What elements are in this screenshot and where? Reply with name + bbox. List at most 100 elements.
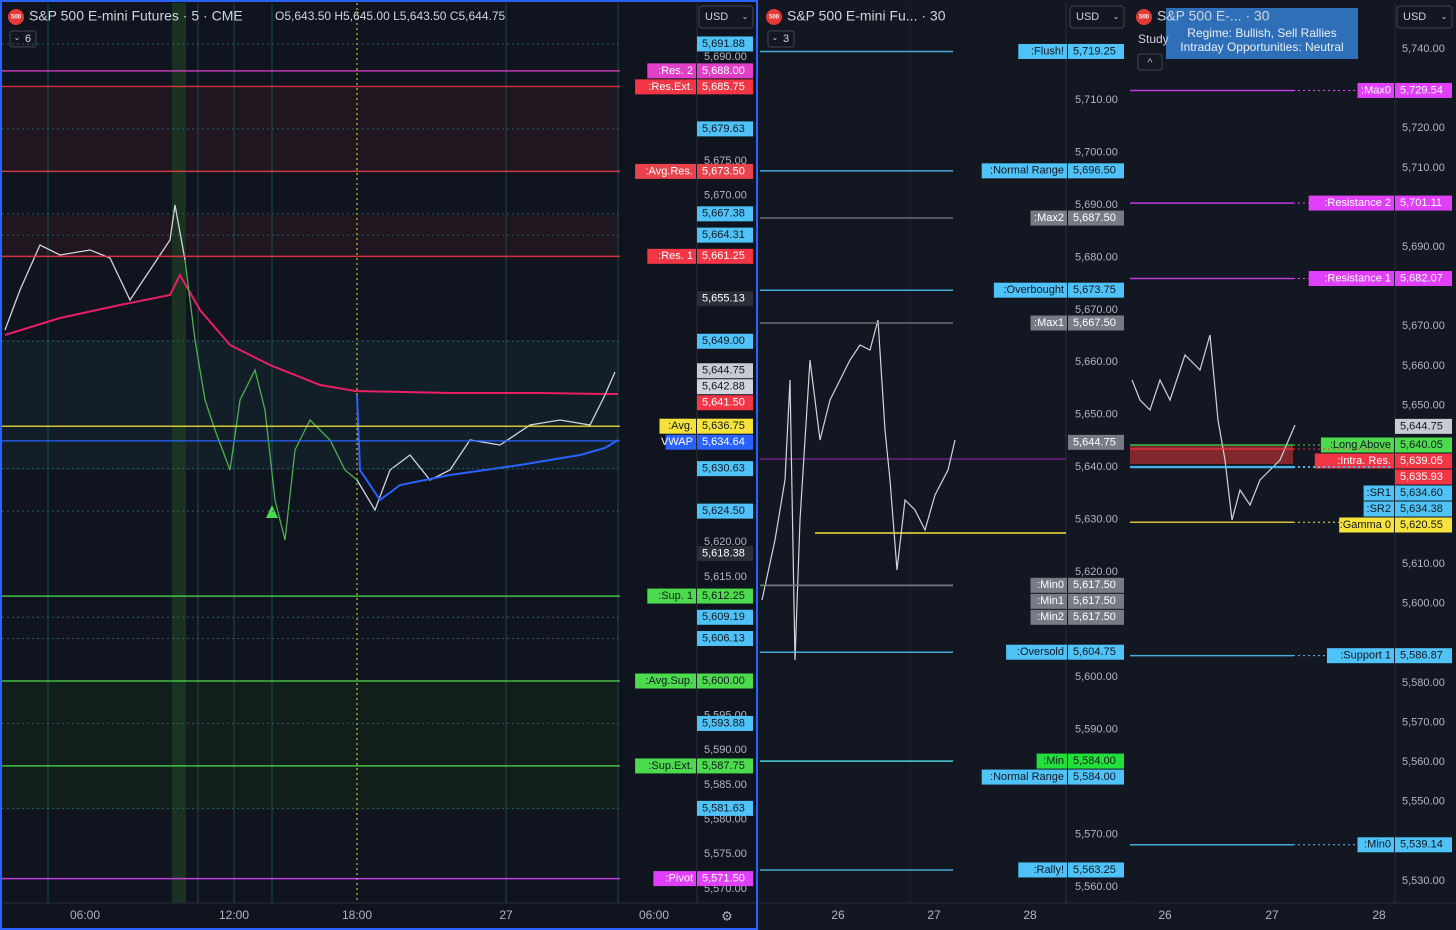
chevron-icon[interactable]: ^ — [1147, 57, 1153, 69]
price-label-box — [697, 673, 753, 689]
price-tick-label: 5,670.00 — [1402, 320, 1445, 332]
panel-frame — [759, 1, 1127, 929]
price-label-box — [697, 630, 753, 646]
symbol-badge-text: 500 — [11, 15, 22, 21]
price-tick-label: 5,710.00 — [1075, 94, 1118, 106]
collapse-button[interactable] — [1137, 53, 1163, 71]
settings-icon[interactable]: ⚙ — [721, 908, 733, 923]
level-tag: :Overbought — [1003, 284, 1064, 296]
level-tag: :Sup.Ext. — [648, 760, 693, 772]
ohlc: O5,643.50 H5,645.00 L5,643.50 C5,644.75 — [275, 9, 506, 23]
price-label: 5,617.50 — [1073, 595, 1116, 607]
price-tick-label: 5,620.00 — [1075, 566, 1118, 578]
zone — [2, 340, 618, 470]
price-label-box — [697, 715, 753, 731]
level-tag: :Resistance 2 — [1324, 197, 1391, 209]
level-tag-box — [993, 282, 1067, 298]
currency[interactable]: USD — [1403, 11, 1426, 23]
price-tick-label: 5,670.00 — [1075, 304, 1118, 316]
price-tick-label: 5,600.00 — [1075, 671, 1118, 683]
price-label-box — [1395, 453, 1452, 469]
price-tick-label: 5,630.00 — [1075, 514, 1118, 526]
level-tag: :Avg.Res. — [646, 165, 694, 177]
zone — [2, 88, 618, 172]
price-label: 5,661.25 — [702, 250, 745, 262]
price-tick-label: 5,620.00 — [704, 536, 747, 548]
price-label: 5,634.64 — [702, 436, 745, 448]
level-tag-box — [981, 769, 1067, 785]
price-label: 5,584.00 — [1073, 755, 1116, 767]
price-label: 5,636.75 — [702, 420, 745, 432]
price-tick-label: 5,560.00 — [1402, 756, 1445, 768]
price-label-box — [697, 363, 753, 379]
session-band — [172, 3, 186, 903]
level-tag: :Res.Ext. — [648, 81, 693, 93]
level-tag: :Sup. 1 — [658, 590, 693, 602]
price-label-box — [1068, 43, 1124, 59]
price-label-box — [697, 546, 753, 562]
level-tag: :Res. 2 — [658, 65, 693, 77]
price-label-box — [697, 163, 753, 179]
level-tag: :Min0 — [1037, 579, 1064, 591]
tooltip-text: Regime: Bullish, Sell Rallies — [1187, 26, 1336, 40]
price-label: 5,563.25 — [1073, 864, 1116, 876]
price-label: 5,673.50 — [702, 165, 745, 177]
price-label: 5,687.50 — [1073, 212, 1116, 224]
price-label: 5,644.75 — [1400, 420, 1443, 432]
price-label-box — [1395, 485, 1452, 501]
price-label: 5,587.75 — [702, 760, 745, 772]
chart-title[interactable]: S&P 500 E-mini Futures · 5 · CME — [29, 8, 243, 24]
level-tag-box — [653, 871, 696, 887]
price-label: 5,685.75 — [702, 81, 745, 93]
price-label-box — [1395, 271, 1452, 287]
price-tick-label: 5,575.00 — [704, 848, 747, 860]
price-label-box — [1068, 593, 1124, 609]
currency[interactable]: USD — [1076, 11, 1099, 23]
price-line — [356, 371, 616, 512]
symbol-badge — [1136, 9, 1152, 25]
level-tag: :Max1 — [1034, 317, 1064, 329]
currency-button[interactable] — [1069, 5, 1125, 29]
level-tag: :Avg. — [668, 420, 693, 432]
price-label-box — [1068, 315, 1124, 331]
vwap-line — [356, 394, 619, 502]
collapse-button[interactable] — [767, 30, 795, 48]
price-tick-label: 5,720.00 — [1402, 122, 1445, 134]
chart-title[interactable]: S&P 500 E-... · 30 — [1157, 8, 1270, 24]
time-tick-label: 27 — [499, 908, 513, 922]
price-line — [761, 319, 956, 661]
price-tick-label: 5,690.00 — [704, 51, 747, 63]
price-tick-label: 5,610.00 — [1402, 558, 1445, 570]
level-tag-box — [1314, 453, 1394, 469]
currency[interactable]: USD — [705, 11, 728, 23]
currency-button[interactable] — [1396, 5, 1453, 29]
chevron-icon: ⌄ — [772, 33, 779, 42]
level-tag: :Max0 — [1361, 84, 1391, 96]
price-label: 5,679.63 — [702, 123, 745, 135]
price-label-box — [1395, 82, 1452, 98]
level-tag-box — [1308, 195, 1394, 211]
price-tick-label: 5,670.00 — [704, 190, 747, 202]
collapse-count[interactable]: 6 — [25, 33, 31, 45]
collapse-count[interactable]: 3 — [783, 33, 789, 45]
price-label: 5,609.19 — [702, 611, 745, 623]
price-label: 5,642.88 — [702, 381, 745, 393]
level-tag: :Oversold — [1017, 646, 1064, 658]
price-label: 5,691.88 — [702, 38, 745, 50]
level-tag: :Min2 — [1037, 611, 1064, 623]
price-label-box — [1068, 609, 1124, 625]
chart-title[interactable]: S&P 500 E-mini Fu... · 30 — [787, 8, 946, 24]
price-label-box — [697, 395, 753, 411]
price-label-box — [1395, 501, 1452, 517]
currency-button[interactable] — [698, 5, 754, 29]
collapse-button[interactable] — [9, 30, 37, 48]
level-tag: :Min1 — [1037, 595, 1064, 607]
price-label: 5,604.75 — [1073, 646, 1116, 658]
price-label-box — [1395, 837, 1452, 853]
price-label: 5,571.50 — [702, 873, 745, 885]
level-tag-box — [647, 248, 696, 264]
price-tick-label: 5,570.00 — [1075, 828, 1118, 840]
level-tag: :SR1 — [1367, 487, 1391, 499]
tooltip-box — [1166, 8, 1358, 59]
